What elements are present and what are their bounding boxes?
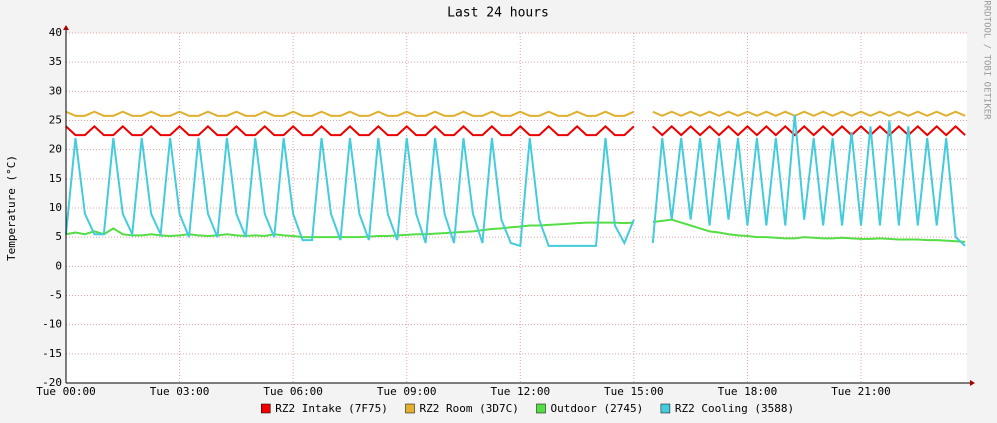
legend-swatch bbox=[660, 403, 671, 414]
axes bbox=[63, 25, 975, 386]
legend-label: Outdoor (2745) bbox=[551, 402, 644, 415]
x-tick-label: Tue 18:00 bbox=[718, 385, 778, 398]
y-tick-label: -15 bbox=[42, 347, 62, 360]
x-arrow bbox=[970, 380, 975, 386]
chart-title: Last 24 hours bbox=[447, 6, 549, 21]
y-tick-label: 0 bbox=[55, 259, 62, 272]
series-line bbox=[652, 218, 966, 243]
lines bbox=[65, 110, 966, 248]
legend-label: RZ2 Cooling (3588) bbox=[675, 402, 794, 415]
y-axis-label: Temperature (°C) bbox=[5, 155, 18, 261]
y-tick-label: 15 bbox=[49, 172, 62, 185]
y-tick-label: 20 bbox=[49, 143, 62, 156]
series-line bbox=[65, 124, 635, 137]
series-line bbox=[65, 137, 635, 248]
legend-swatch bbox=[405, 403, 415, 414]
x-tick-label: Tue 15:00 bbox=[604, 385, 664, 398]
y-tick-label: 30 bbox=[49, 84, 62, 97]
side-label: RRDTOOL / TOBI OETIKER bbox=[982, 0, 992, 120]
series-line bbox=[652, 110, 966, 117]
legend-swatch bbox=[261, 403, 271, 414]
x-tick-label: Tue 09:00 bbox=[377, 385, 437, 398]
legend-label: RZ2 Intake (7F75) bbox=[275, 402, 388, 415]
series-line bbox=[651, 114, 966, 247]
y-tick-label: 25 bbox=[49, 114, 62, 127]
x-tick-label: Tue 03:00 bbox=[150, 385, 210, 398]
x-tick-label: Tue 12:00 bbox=[490, 385, 550, 398]
y-tick-label: 40 bbox=[49, 26, 62, 39]
y-tick-label: 10 bbox=[49, 201, 62, 214]
legend-label: RZ2 Room (3D7C) bbox=[420, 402, 519, 415]
legend-swatch bbox=[536, 403, 546, 414]
y-tick-label: -10 bbox=[42, 318, 62, 331]
x-tick-label: Tue 00:00 bbox=[36, 385, 96, 398]
y-tick-label: 5 bbox=[55, 230, 62, 243]
series-line bbox=[65, 110, 635, 117]
grid: -20 -15 -10 -5 0 5 10 15 20 25 30 35 40 Tue 00:00 Tue … bbox=[36, 26, 967, 398]
series-line bbox=[652, 124, 966, 137]
y-tick-label: -20 bbox=[42, 376, 62, 389]
legend: RZ2 Intake (7F75) RZ2 Room (3D7C) Outdoor … bbox=[261, 402, 794, 415]
x-tick-label: Tue 21:00 bbox=[831, 385, 891, 398]
y-tick-label: -5 bbox=[49, 289, 62, 302]
y-arrow bbox=[63, 25, 69, 30]
x-tick-label: Tue 06:00 bbox=[263, 385, 323, 398]
y-tick-label: 35 bbox=[49, 55, 62, 68]
